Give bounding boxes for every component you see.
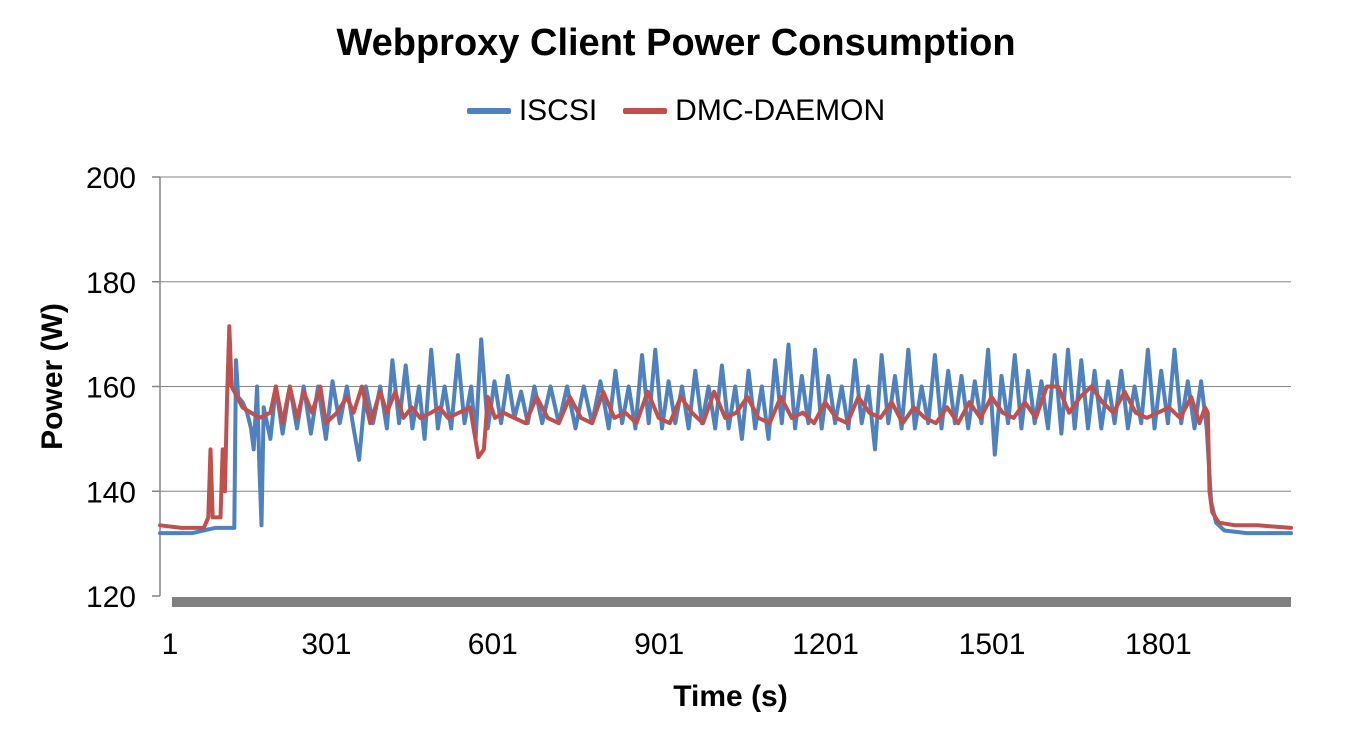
legend-label-dmc-daemon: DMC-DAEMON	[675, 94, 886, 127]
legend-swatch-iscsi	[466, 108, 511, 114]
y-tick-label: 200	[86, 162, 136, 195]
x-axis-floor	[172, 597, 1291, 607]
x-tick-label: 1	[162, 628, 179, 661]
legend-swatch-dmc-daemon	[623, 108, 668, 114]
y-tick-label: 140	[86, 476, 136, 509]
x-tick-label: 601	[468, 628, 518, 661]
y-tick-label: 160	[86, 372, 136, 405]
series-line-iscsi	[158, 337, 1293, 536]
x-tick-label: 1501	[959, 628, 1026, 661]
x-tick-label: 301	[301, 628, 351, 661]
chart-title: Webproxy Client Power Consumption	[336, 22, 1016, 64]
legend-item-iscsi: ISCSI	[466, 94, 598, 128]
chart-legend: ISCSI DMC-DAEMON	[0, 94, 1352, 128]
x-tick-label: 901	[634, 628, 684, 661]
x-axis-title: Time (s)	[673, 680, 787, 713]
legend-item-dmc-daemon: DMC-DAEMON	[623, 94, 885, 128]
x-tick-label: 1201	[792, 628, 859, 661]
y-tick-label: 180	[86, 267, 136, 300]
y-axis-title: Power (W)	[36, 303, 69, 450]
x-tick-label: 1801	[1125, 628, 1192, 661]
series-line-dmc-daemon	[158, 324, 1293, 530]
legend-label-iscsi: ISCSI	[518, 94, 598, 127]
y-tick-label: 120	[86, 581, 136, 614]
